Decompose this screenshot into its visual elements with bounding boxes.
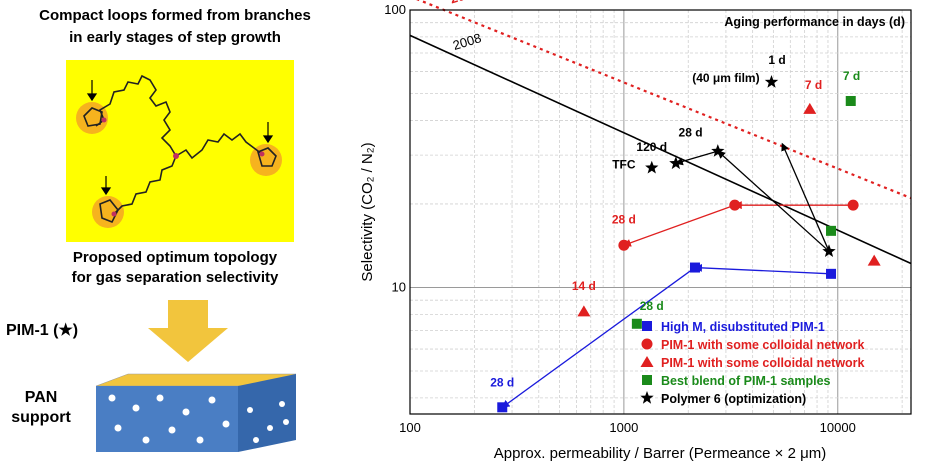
- data-annotation: 7 d: [805, 78, 822, 92]
- grid-layer: [409, 9, 911, 414]
- legend-marker-circle: [641, 338, 653, 350]
- compact-loop-left: [83, 107, 103, 127]
- x-tick-label: 10000: [820, 420, 856, 435]
- data-annotation: 14 d: [572, 279, 596, 293]
- aging-arrow-layer: [501, 142, 854, 408]
- upper-bound-2008: [409, 34, 912, 265]
- legend-entry-label: Polymer 6 (optimization): [661, 392, 806, 406]
- pan-label-line1: PAN: [24, 389, 58, 406]
- aging-arrow: [693, 263, 832, 275]
- legend-entry-label: PIM-1 with some colloidal network: [661, 338, 865, 352]
- legend: High M, disubstituted PIM-1 PIM-1 with so…: [640, 320, 865, 406]
- left-schematic-panel: Compact loops formed from branches in ea…: [0, 0, 350, 472]
- legend-marker-star: [640, 391, 654, 404]
- pan-support-label: PAN support: [6, 388, 76, 428]
- x-axis-label: Approx. permeability / Barrer (Permeance…: [494, 445, 827, 462]
- aging-arrow: [622, 204, 736, 247]
- upper-bound-label-2008: 2008: [451, 30, 483, 53]
- y-axis-label: Selectivity (CO₂ / N₂): [359, 142, 376, 281]
- data-annotation: 28 d: [679, 126, 703, 140]
- middle-caption-line2: for gas separation selectivity: [71, 269, 279, 286]
- data-point-star: [822, 244, 836, 257]
- data-point-triangle: [577, 305, 591, 317]
- schematic-drawing: [66, 60, 297, 452]
- data-point-star: [669, 156, 683, 170]
- branch-point: [101, 117, 107, 123]
- data-point-square: [497, 402, 508, 413]
- pim-1-label: PIM-1 (★): [6, 322, 79, 339]
- legend-marker-triangle: [640, 356, 654, 367]
- data-point-square: [631, 318, 642, 329]
- legend-entry-label: PIM-1 with some colloidal network: [661, 356, 865, 370]
- data-annotation: TFC: [612, 158, 636, 172]
- branch-point: [173, 153, 179, 159]
- data-point-star: [764, 75, 779, 88]
- data-point-triangle: [803, 102, 817, 114]
- data-point-circle: [847, 199, 859, 211]
- aging-arrow: [781, 142, 830, 252]
- data-annotation: 28 d: [490, 375, 514, 389]
- aging-arrow: [674, 150, 719, 166]
- legend-marker-square: [642, 321, 652, 331]
- y-tick-label: 100: [384, 2, 406, 17]
- aging-arrow: [501, 267, 696, 408]
- data-annotation: 120 d: [636, 140, 667, 154]
- compact-loop-right: [257, 147, 277, 167]
- data-annotation: 7 d: [843, 69, 860, 83]
- pan-label-line2: support: [11, 409, 71, 426]
- data-point-star: [711, 144, 725, 157]
- x-tick-label: 100: [399, 420, 421, 435]
- polymer-chain-left: [95, 74, 177, 157]
- chart-title: Aging performance in days (d): [724, 15, 905, 29]
- top-caption-line2: in early stages of step growth: [69, 29, 281, 46]
- data-point-circle: [618, 239, 630, 251]
- data-annotation: 28 d: [612, 213, 636, 227]
- data-point-star: [645, 160, 659, 174]
- selectivity-permeability-chart: 2008 2019 1 d (40 μm film) 7 d 7 d 28 d 120 dT…: [359, 0, 912, 462]
- polymer-chain-bottom: [113, 155, 177, 215]
- data-point-square: [689, 262, 700, 273]
- legend-entry-label: High M, disubstituted PIM-1: [661, 320, 825, 334]
- legend-entry-label: Best blend of PIM-1 samples: [661, 374, 831, 388]
- plot-frame: [409, 9, 912, 415]
- data-point-triangle: [867, 254, 881, 266]
- middle-caption-line1: Proposed optimum topology: [72, 249, 278, 266]
- down-arrow: [148, 300, 228, 362]
- data-point-square: [826, 268, 837, 279]
- x-tick-label: 1000: [609, 420, 638, 435]
- pan-support-block: [95, 373, 297, 452]
- aging-arrow: [717, 150, 830, 252]
- upper-bound-label-2019: 2019: [448, 0, 482, 7]
- data-annotation: 1 d: [768, 53, 785, 67]
- upper-bound-layer: 2008 2019: [409, 0, 912, 265]
- loop-indicator-arrows: [86, 80, 274, 196]
- top-caption-line1: Compact loops formed from branches: [39, 7, 311, 24]
- data-point-square: [845, 95, 856, 106]
- data-point-circle: [729, 199, 741, 211]
- data-point-square: [826, 225, 837, 236]
- branch-point: [259, 151, 265, 157]
- tick-label-layer: 100 1000 10000 10 100: [384, 2, 856, 435]
- y-tick-label: 10: [392, 279, 406, 294]
- data-annotation: 28 d: [640, 299, 664, 313]
- data-marker-layer: [497, 75, 881, 413]
- branch-point: [111, 211, 117, 217]
- upper-bound-2019: [416, 0, 912, 200]
- polymer-chain-right: [175, 132, 263, 160]
- legend-marker-square: [642, 375, 652, 385]
- data-annotation: (40 μm film): [692, 71, 759, 85]
